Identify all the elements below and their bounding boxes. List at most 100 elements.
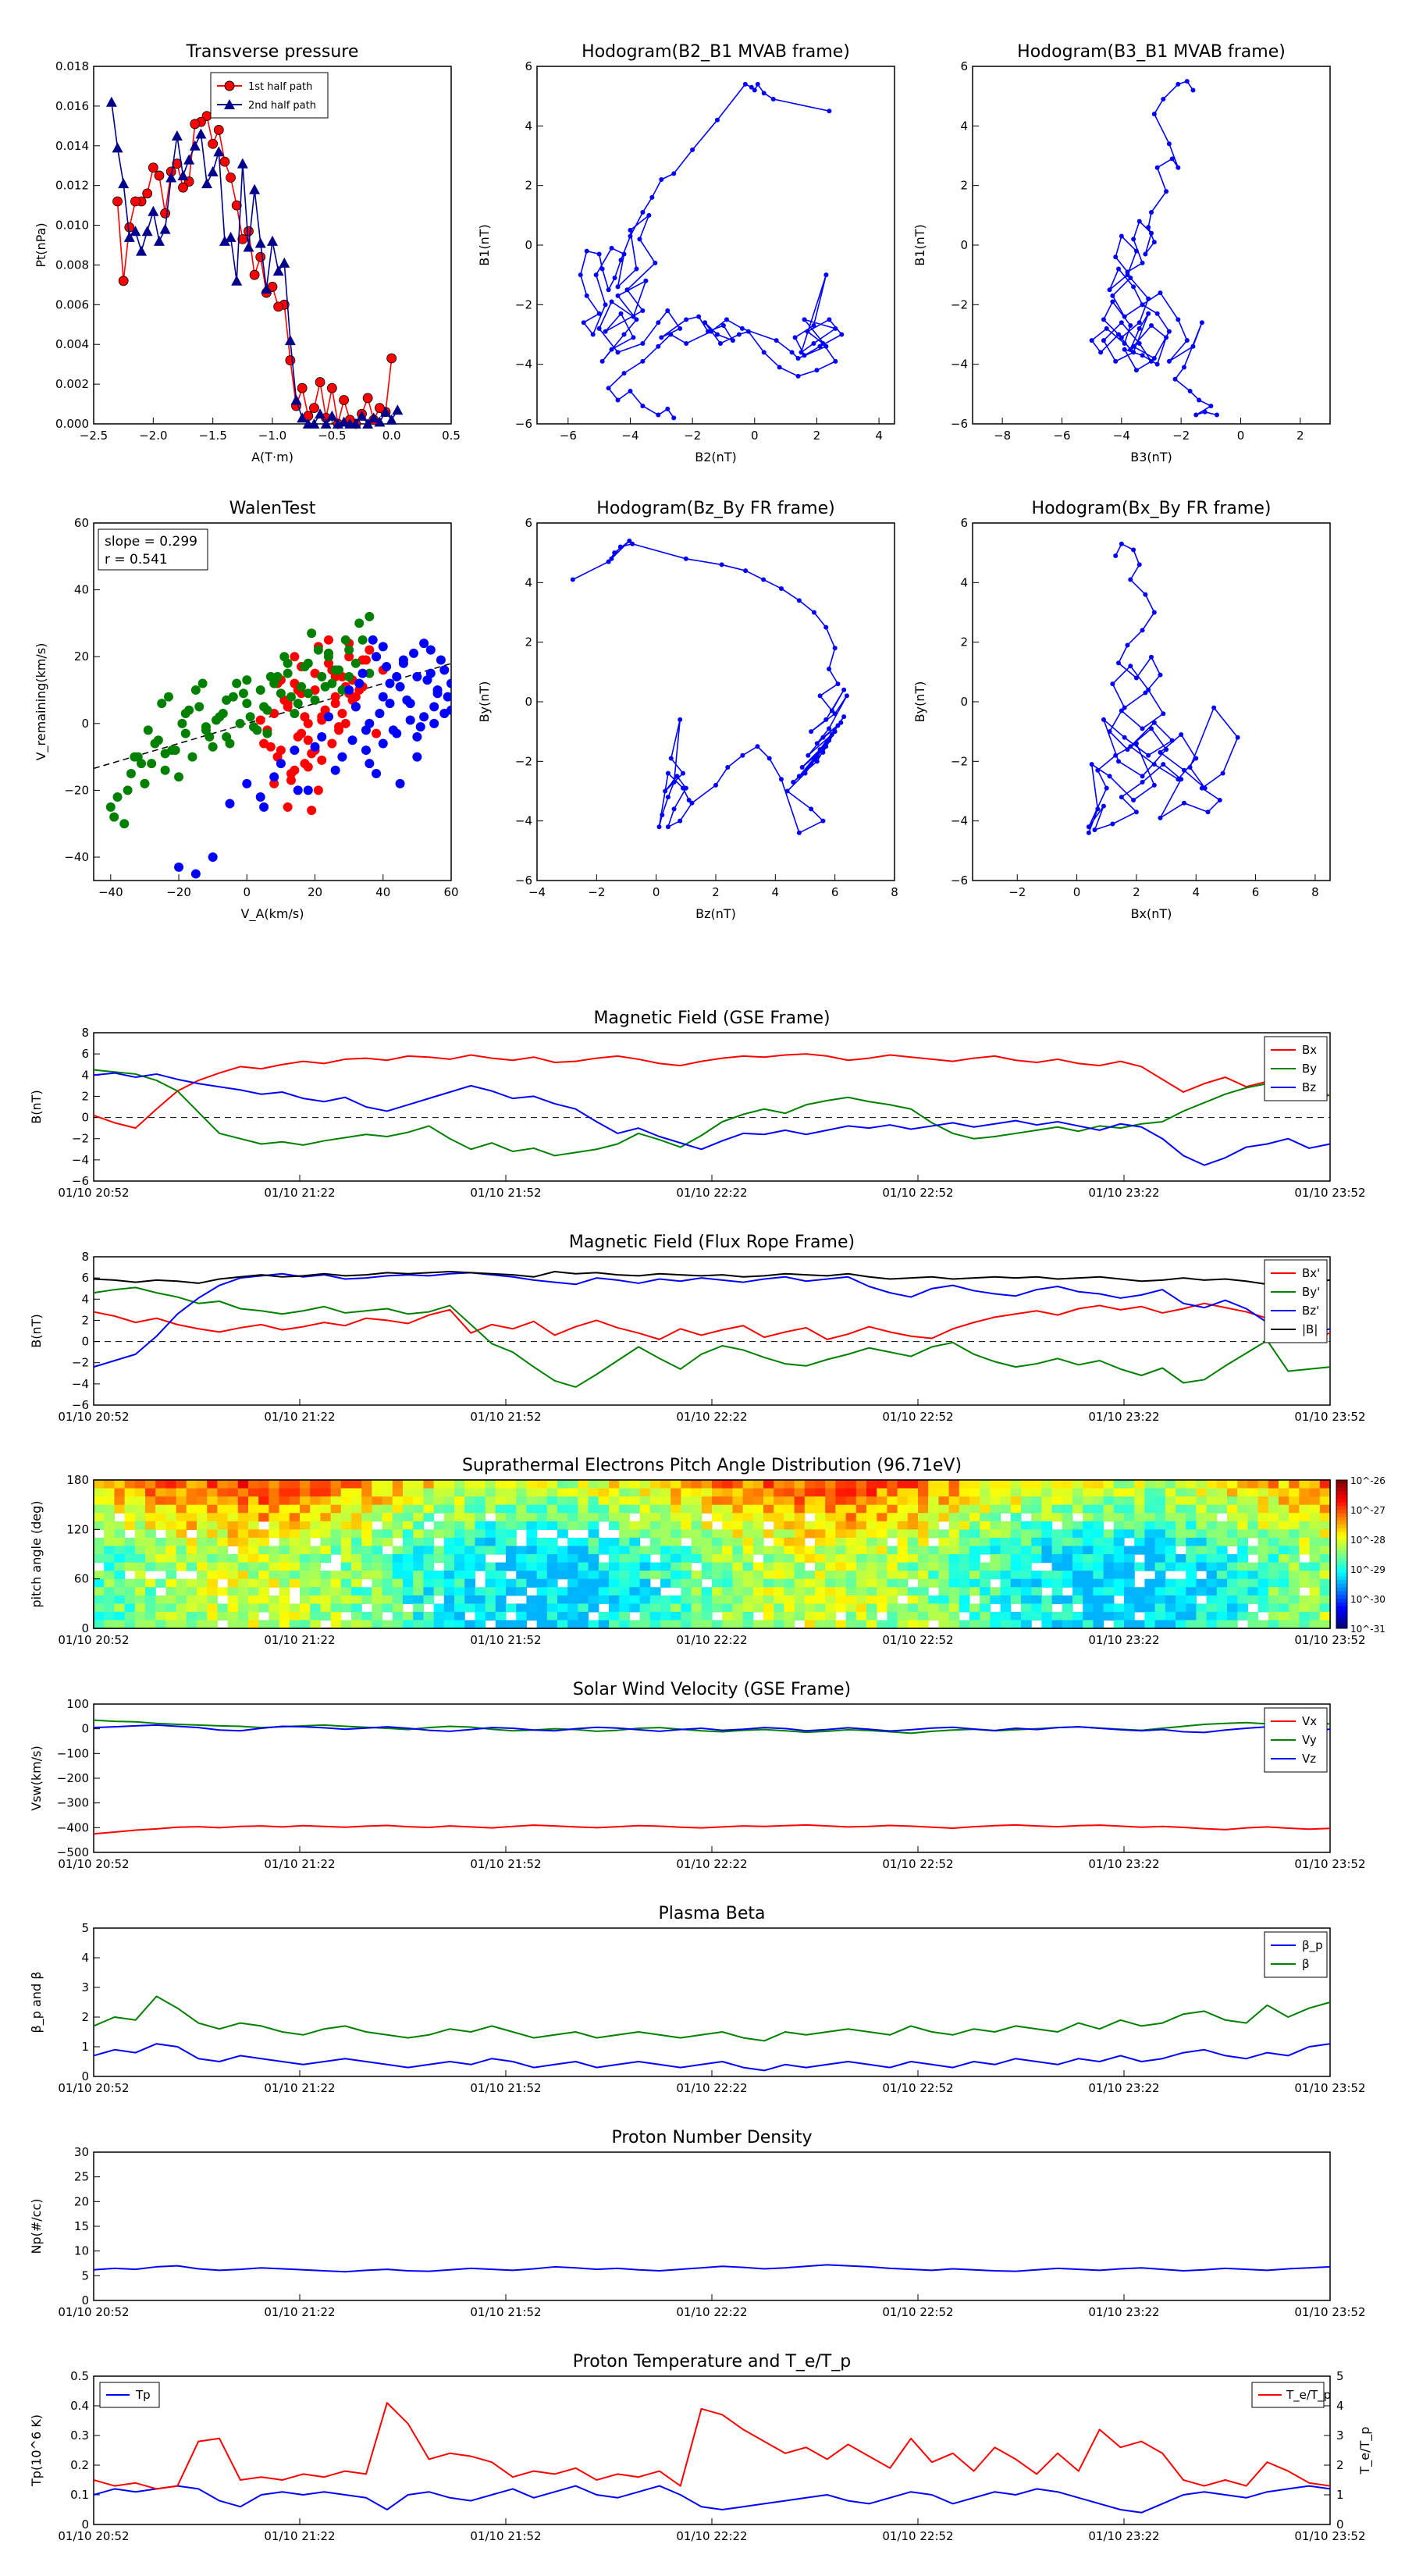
pad-cell	[217, 1513, 229, 1522]
pad-cell	[670, 1571, 681, 1580]
chart-hodo1: Hodogram(B2_B1 MVAB frame)−6 −4 −2 0 2 4−6−4−…	[477, 42, 895, 464]
pad-cell	[855, 1611, 867, 1621]
vsw-ylabel: Vsw(km/s)	[29, 1745, 44, 1810]
pad-cell	[382, 1571, 393, 1580]
walen-point	[446, 678, 451, 688]
pad-cell	[310, 1529, 321, 1539]
bgse-line-By	[93, 1069, 1331, 1157]
pad-cell	[877, 1603, 887, 1613]
pad-cell	[763, 1554, 774, 1564]
pad-cell	[815, 1571, 826, 1580]
pad-cell	[1072, 1578, 1083, 1588]
pad-cell	[609, 1546, 620, 1555]
pad-cell	[300, 1562, 311, 1571]
pad-cell	[722, 1521, 733, 1530]
pad-cell	[536, 1611, 548, 1621]
pad-cell	[629, 1595, 641, 1604]
pad-colorbar-step	[1336, 1525, 1347, 1529]
pad-cell	[1124, 1595, 1135, 1604]
pad-cell	[516, 1571, 527, 1580]
pad-cell	[1196, 1546, 1208, 1555]
pad-cell	[495, 1620, 507, 1629]
pad-cell	[649, 1513, 661, 1522]
pad-cell	[1268, 1529, 1279, 1539]
pad-cell	[567, 1480, 578, 1489]
pad-cell	[1257, 1554, 1269, 1564]
hodo2-point	[1101, 338, 1106, 343]
pad-cell	[289, 1571, 301, 1580]
walen-xtick-label: 20	[308, 885, 322, 899]
hodo3-point	[755, 744, 760, 749]
hodo2-point	[1122, 340, 1127, 346]
pad-cell	[279, 1578, 290, 1588]
hodo3-point	[811, 756, 816, 761]
hodo1-point	[634, 317, 639, 322]
pad-cell	[732, 1562, 744, 1571]
pad-cell	[918, 1587, 929, 1596]
pad-cell	[1031, 1603, 1042, 1613]
pad-cell	[433, 1571, 445, 1580]
pad-cell	[629, 1620, 641, 1629]
pad-cell	[1010, 1587, 1022, 1596]
pad-cell	[660, 1578, 671, 1588]
bgse-legend-label: By	[1302, 1062, 1317, 1076]
pad-cell	[392, 1546, 404, 1555]
pad-cell	[1279, 1554, 1289, 1564]
pad-cell	[1093, 1571, 1104, 1580]
hodo3-point	[671, 806, 677, 812]
pt-ytick-label: 0.002	[55, 377, 89, 391]
pad-cell	[815, 1562, 826, 1571]
pad-cell	[804, 1504, 816, 1514]
pad-cell	[712, 1546, 723, 1555]
pad-cell	[948, 1529, 960, 1539]
pad-cell	[825, 1529, 836, 1539]
hodo3-point	[743, 568, 749, 574]
hodo3-point	[671, 780, 677, 785]
walen-point	[419, 712, 429, 722]
pad-cell	[217, 1587, 229, 1596]
pad-cell	[1031, 1480, 1042, 1489]
pad-cell	[361, 1521, 372, 1530]
pad-cell	[866, 1595, 877, 1604]
pad-cell	[403, 1587, 414, 1596]
pad-cell	[320, 1554, 332, 1564]
pad-cell	[237, 1488, 249, 1497]
pad-cell	[1165, 1554, 1176, 1564]
pad-cell	[1103, 1488, 1115, 1497]
pad-cell	[536, 1496, 548, 1506]
pad-cell	[588, 1571, 599, 1580]
pad-cell	[165, 1529, 177, 1539]
pad-cell	[681, 1562, 692, 1571]
pad-cell	[794, 1537, 806, 1547]
pad-cell	[969, 1562, 980, 1571]
pad-cell	[609, 1521, 620, 1530]
pad-cell	[1247, 1587, 1259, 1596]
pad-cell	[114, 1529, 126, 1539]
pad-cell	[1237, 1578, 1248, 1588]
pad-cell	[258, 1562, 269, 1571]
pad-cell	[1051, 1496, 1063, 1506]
pad-cell	[1176, 1480, 1186, 1489]
pad-cell	[928, 1554, 939, 1564]
pad-cell	[804, 1554, 816, 1564]
hodo1-point	[668, 332, 674, 337]
pad-cell	[1319, 1595, 1331, 1604]
pad-cell	[361, 1537, 372, 1547]
walen-point	[109, 812, 119, 822]
pad-cell	[1124, 1571, 1135, 1580]
pad-cell	[1144, 1496, 1156, 1506]
pad-cell	[1206, 1488, 1218, 1497]
pt-point	[213, 146, 225, 157]
pad-cell	[1113, 1611, 1125, 1621]
pad-cell	[114, 1554, 126, 1564]
pad-cell	[815, 1504, 826, 1514]
pad-cell	[269, 1571, 280, 1580]
pad-cell	[443, 1529, 455, 1539]
pad-colorbar-step	[1336, 1599, 1347, 1603]
pad-cell	[300, 1488, 311, 1497]
pad-cell	[959, 1562, 970, 1571]
pad-cell	[506, 1620, 517, 1629]
pt-point	[332, 418, 343, 429]
pad-cell	[588, 1578, 599, 1588]
pad-cell	[1216, 1554, 1228, 1564]
